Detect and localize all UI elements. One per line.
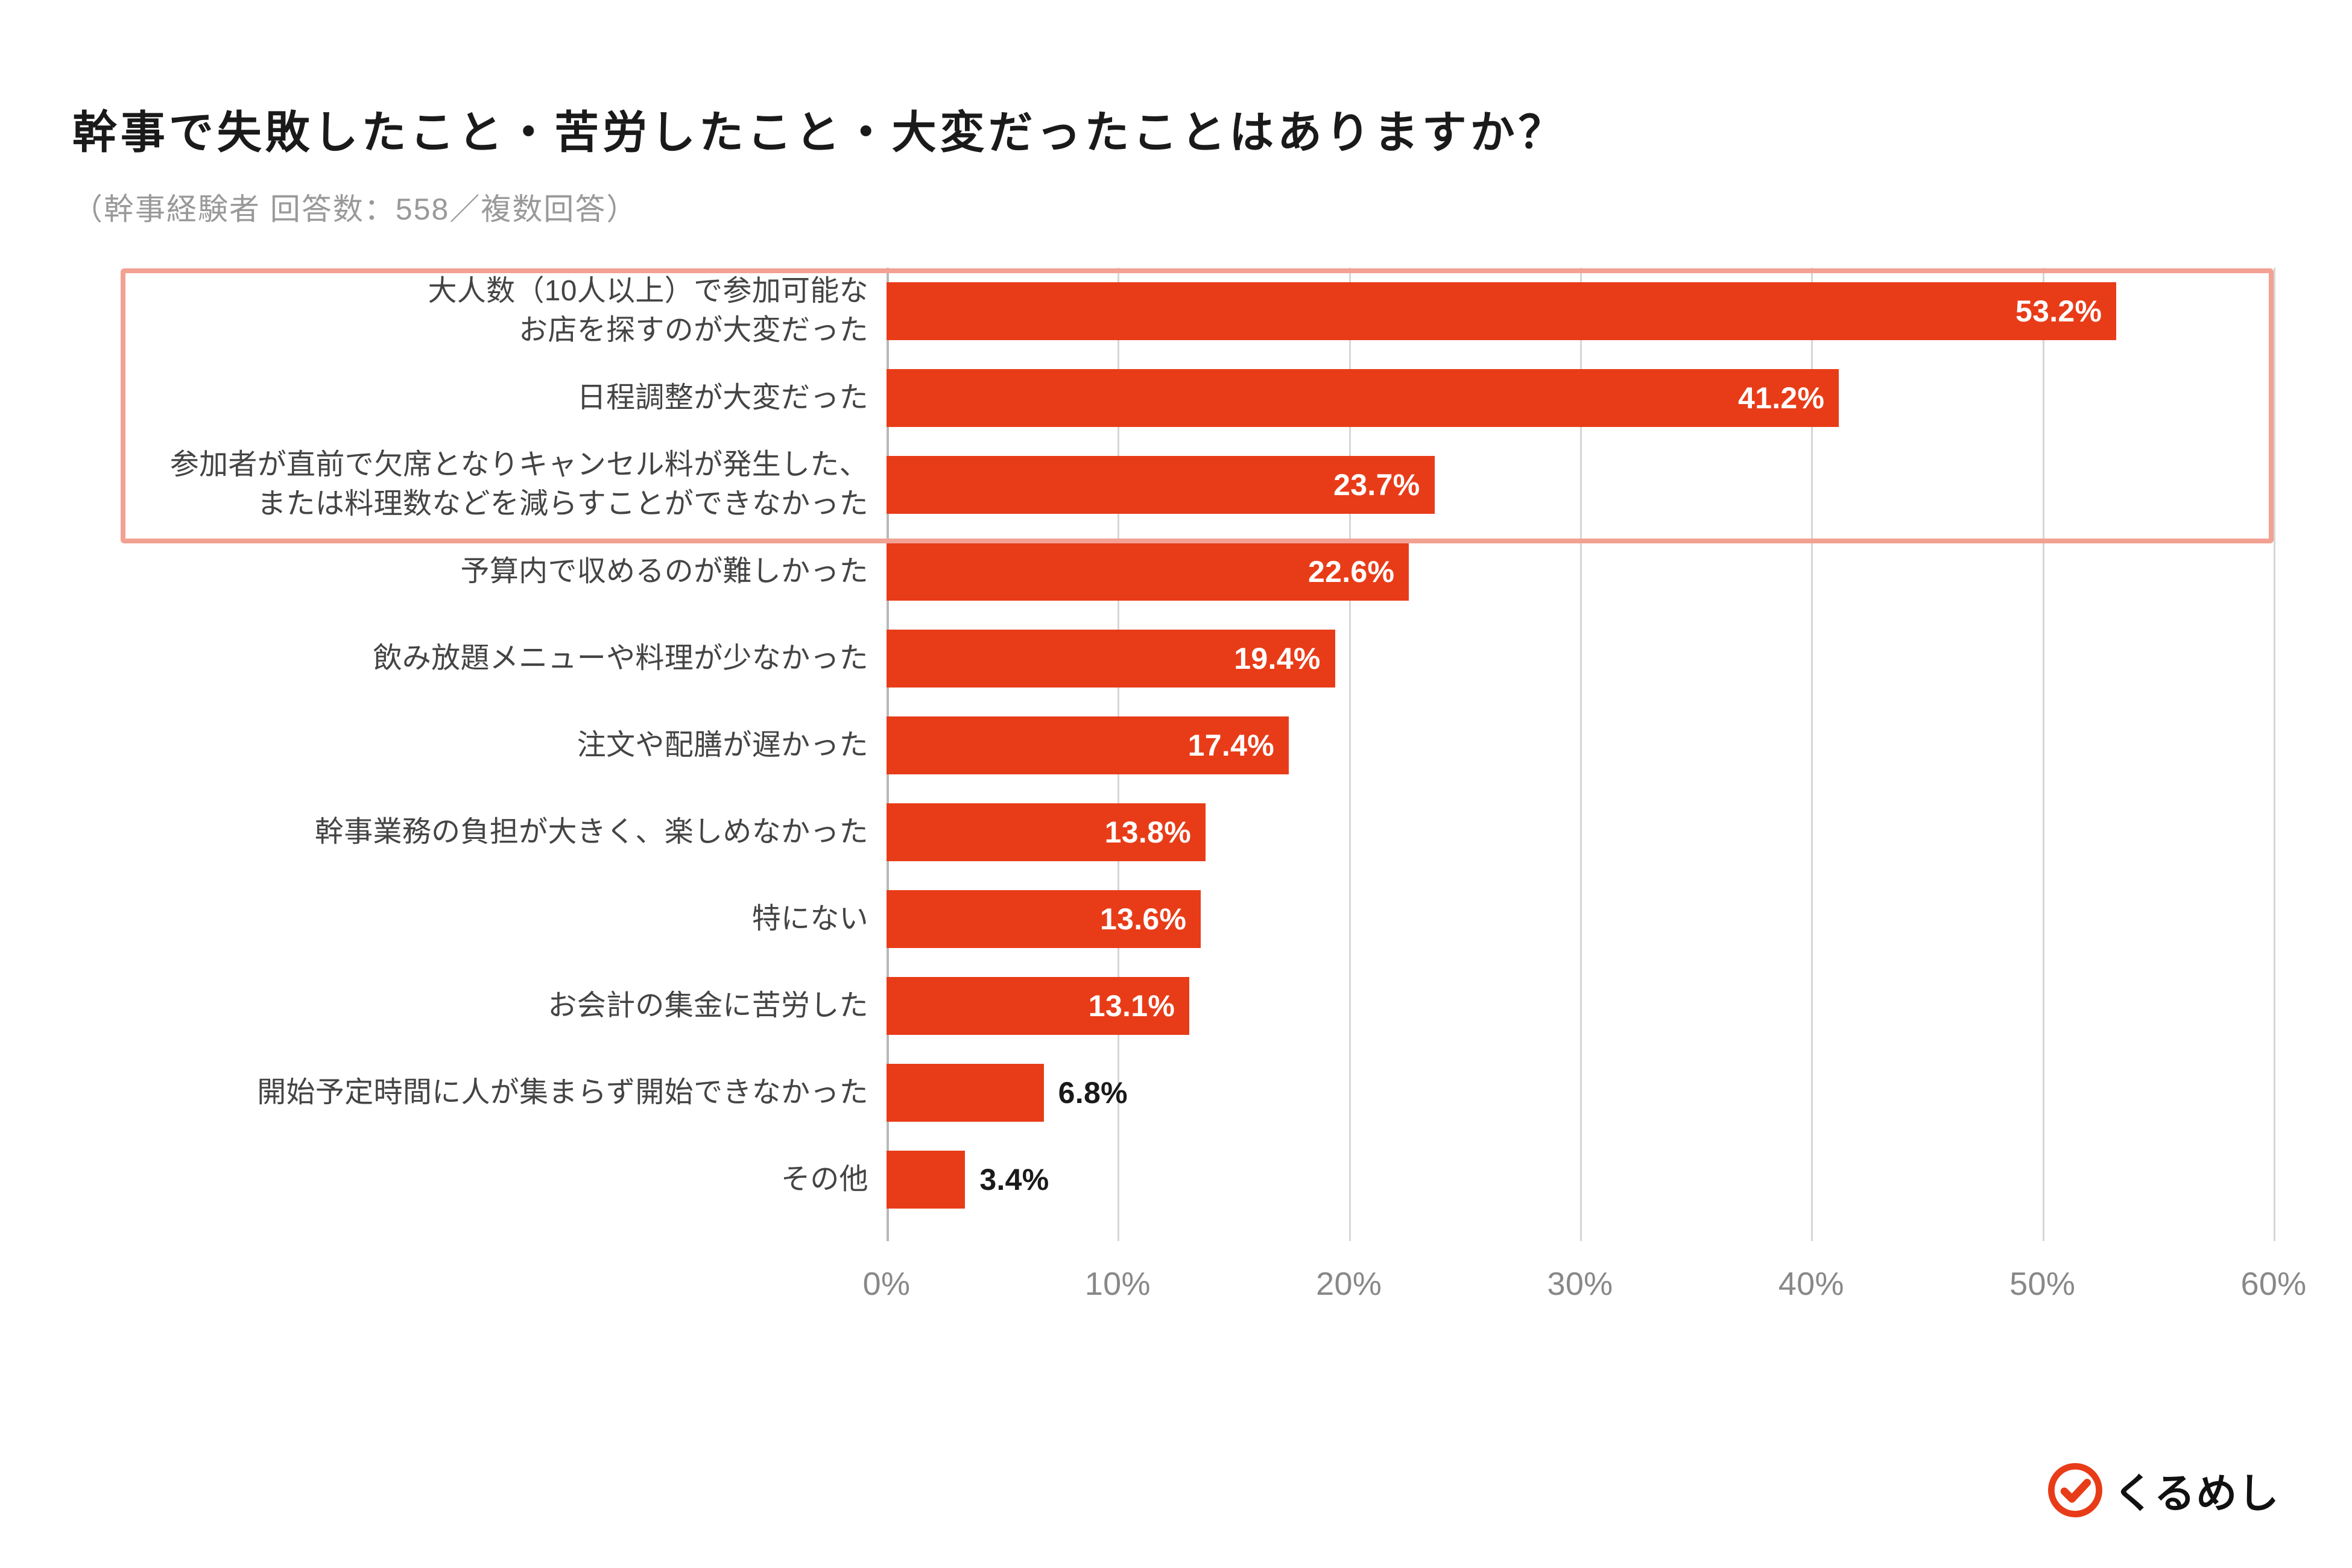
chart-row: 参加者が直前で欠席となりキャンセル料が発生した、 または料理数などを減らすことが… — [887, 441, 2274, 528]
chart-row: 予算内で収めるのが難しかった22.6% — [887, 528, 2274, 615]
row-label: 日程調整が大変だった — [90, 379, 887, 418]
chart-row: 開始予定時間に人が集まらず開始できなかった6.8% — [887, 1049, 2274, 1136]
bar-value-label: 17.4% — [1188, 728, 1274, 763]
chart-title: 幹事で失敗したこと・苦労したこと・大変だったことはありますか？ — [72, 96, 2280, 161]
x-axis: 0%10%20%30%40%50%60% — [887, 1241, 2274, 1314]
x-axis-tick: 50% — [2009, 1265, 2075, 1303]
brand-logo: くるめし — [2048, 1460, 2280, 1520]
bar-value-label: 13.1% — [1089, 988, 1175, 1023]
bar: 22.6% — [887, 543, 1409, 601]
chart-row: 幹事業務の負担が大きく、楽しめなかった13.8% — [887, 789, 2274, 876]
chart-row: 日程調整が大変だった41.2% — [887, 355, 2274, 441]
bar: 23.7% — [887, 456, 1435, 514]
chart-row: お会計の集金に苦労した13.1% — [887, 963, 2274, 1049]
bar-value-label: 3.4% — [979, 1162, 1049, 1197]
chart-subtitle: （幹事経験者 回答数：558／複数回答） — [72, 185, 2280, 229]
row-label: 大人数（10人以上）で参加可能な お店を探すのが大変だった — [90, 272, 887, 350]
bar-value-label: 53.2% — [2015, 294, 2102, 329]
chart-row: 特にない13.6% — [887, 876, 2274, 963]
bar: 17.4% — [887, 716, 1289, 774]
bar: 3.4% — [887, 1151, 965, 1209]
x-axis-tick: 40% — [1778, 1265, 1844, 1303]
chart-row: その他3.4% — [887, 1136, 2274, 1223]
row-label: 予算内で収めるのが難しかった — [90, 552, 887, 592]
x-axis-tick: 60% — [2240, 1265, 2306, 1303]
x-axis-tick: 20% — [1316, 1265, 1382, 1303]
chart-area: 大人数（10人以上）で参加可能な お店を探すのが大変だった53.2%日程調整が大… — [72, 268, 2280, 1314]
grid-line — [2274, 268, 2275, 1241]
x-axis-tick: 10% — [1085, 1265, 1151, 1303]
bar-value-label: 19.4% — [1234, 641, 1320, 676]
bar-value-label: 13.6% — [1100, 902, 1186, 937]
bar-value-label: 6.8% — [1058, 1075, 1128, 1110]
row-label: その他 — [90, 1160, 887, 1200]
bar: 19.4% — [887, 630, 1335, 688]
row-label: 注文や配膳が遅かった — [90, 726, 887, 765]
bar: 13.1% — [887, 977, 1189, 1035]
bar: 13.6% — [887, 890, 1201, 948]
row-label: 参加者が直前で欠席となりキャンセル料が発生した、 または料理数などを減らすことが… — [90, 446, 887, 524]
x-axis-tick: 30% — [1547, 1265, 1613, 1303]
chart-row: 注文や配膳が遅かった17.4% — [887, 702, 2274, 789]
row-label: 幹事業務の負担が大きく、楽しめなかった — [90, 813, 887, 852]
row-label: 飲み放題メニューや料理が少なかった — [90, 639, 887, 678]
bar-value-label: 41.2% — [1738, 381, 1824, 416]
x-axis-tick: 0% — [863, 1265, 911, 1303]
row-label: お会計の集金に苦労した — [90, 987, 887, 1026]
bar: 13.8% — [887, 803, 1206, 861]
chart-row: 飲み放題メニューや料理が少なかった19.4% — [887, 615, 2274, 702]
row-label: 開始予定時間に人が集まらず開始できなかった — [90, 1073, 887, 1113]
chart-container: 幹事で失敗したこと・苦労したこと・大変だったことはありますか？ （幹事経験者 回… — [72, 96, 2280, 1496]
bar-value-label: 22.6% — [1308, 554, 1394, 589]
chart-row: 大人数（10人以上）で参加可能な お店を探すのが大変だった53.2% — [887, 268, 2274, 355]
plot: 大人数（10人以上）で参加可能な お店を探すのが大変だった53.2%日程調整が大… — [887, 268, 2274, 1241]
bar: 53.2% — [887, 282, 2116, 340]
brand-logo-icon — [2048, 1463, 2102, 1517]
bar: 41.2% — [887, 369, 1839, 427]
bar-value-label: 13.8% — [1105, 815, 1191, 850]
bar-value-label: 23.7% — [1333, 467, 1420, 502]
bar: 6.8% — [887, 1064, 1044, 1122]
brand-logo-text: くるめし — [2113, 1460, 2280, 1520]
row-label: 特にない — [90, 900, 887, 939]
